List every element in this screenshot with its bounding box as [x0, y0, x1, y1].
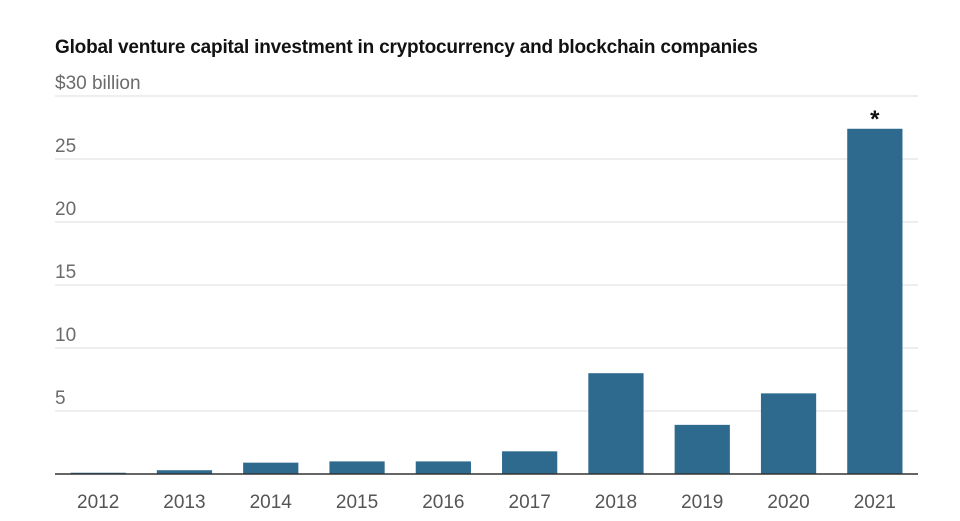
- y-tick-label-25: 25: [55, 136, 76, 157]
- x-tick-label-2018: 2018: [595, 492, 637, 513]
- bar-2017: [502, 451, 558, 474]
- y-tick-label-30: $30 billion: [55, 73, 141, 94]
- x-tick-label-2012: 2012: [77, 492, 119, 513]
- annotations: *: [870, 106, 880, 133]
- bar-2016: [415, 461, 471, 474]
- x-axis-labels: 2012 2013 2014 2015 2016 2017 2018 2019 2020 2021: [77, 492, 896, 513]
- x-tick-label-2020: 2020: [767, 492, 809, 513]
- x-tick-label-2015: 2015: [336, 492, 378, 513]
- bar-2014: [243, 462, 299, 474]
- x-tick-label-2019: 2019: [681, 492, 723, 513]
- y-axis-labels: 5 10 15 20 25 $30 billion: [55, 73, 141, 409]
- x-tick-label-2016: 2016: [422, 492, 464, 513]
- bar-2013: [156, 470, 213, 474]
- bar-2019: [674, 424, 730, 474]
- x-tick-label-2017: 2017: [509, 492, 551, 513]
- bar-2015: [329, 461, 385, 474]
- y-tick-label-20: 20: [55, 199, 76, 220]
- bar-2021: [847, 128, 903, 474]
- y-tick-label-5: 5: [55, 388, 66, 409]
- x-tick-label-2013: 2013: [163, 492, 205, 513]
- bar-2020: [760, 393, 817, 474]
- y-tick-label-10: 10: [55, 325, 76, 346]
- annotation-asterisk: *: [870, 106, 880, 133]
- gridlines: [55, 95, 918, 412]
- bars: [70, 128, 903, 474]
- chart-title: Global venture capital investment in cry…: [55, 37, 758, 58]
- y-tick-label-15: 15: [55, 262, 76, 283]
- x-tick-label-2014: 2014: [250, 492, 293, 513]
- bar-2018: [588, 373, 644, 474]
- x-tick-label-2021: 2021: [854, 492, 896, 513]
